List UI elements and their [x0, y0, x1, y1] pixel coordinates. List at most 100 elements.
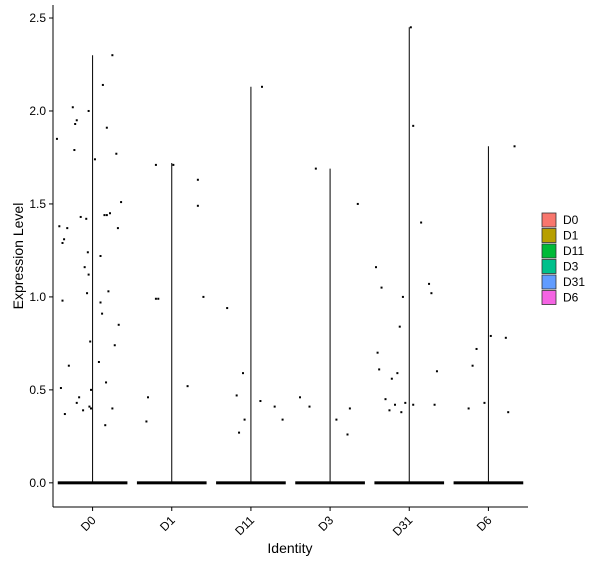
data-point — [61, 241, 64, 244]
data-point — [388, 409, 391, 412]
data-point — [97, 360, 100, 363]
legend-label: D3 — [563, 260, 579, 274]
data-point — [86, 251, 89, 254]
data-point — [384, 398, 387, 401]
data-point — [430, 292, 433, 295]
data-point — [107, 290, 110, 293]
data-point — [86, 292, 89, 295]
data-point — [299, 396, 301, 399]
data-point — [196, 178, 199, 181]
y-ticks: 0.0 0.5 1.0 1.5 2.0 2.5 — [29, 11, 53, 490]
legend-label: D31 — [563, 275, 585, 289]
zero-band — [216, 481, 286, 485]
data-point — [83, 266, 86, 269]
y-tick-label: 1.0 — [29, 290, 46, 304]
data-point — [314, 167, 317, 170]
data-point — [380, 286, 383, 289]
violin-group-d1 — [136, 163, 207, 485]
legend-label: D11 — [563, 244, 584, 258]
y-tick-label: 0.0 — [29, 476, 46, 490]
data-point — [235, 394, 238, 397]
x-tick-label: D6 — [474, 513, 495, 534]
zero-band — [453, 481, 524, 485]
violin-group-d31 — [374, 26, 445, 485]
data-point — [67, 364, 70, 367]
data-point — [61, 299, 64, 302]
y-tick-label: 2.5 — [29, 11, 46, 25]
data-point — [105, 126, 108, 129]
data-point — [74, 122, 77, 125]
data-point — [154, 163, 157, 166]
legend-label: D1 — [563, 229, 579, 243]
data-point — [435, 370, 438, 373]
data-point — [59, 387, 62, 390]
data-point — [99, 301, 102, 304]
data-point — [157, 297, 160, 300]
data-point — [154, 297, 157, 300]
data-point — [394, 403, 396, 406]
data-point — [243, 418, 246, 421]
data-point — [99, 255, 102, 257]
data-point — [105, 214, 108, 217]
data-point — [87, 109, 90, 112]
data-point — [281, 418, 284, 421]
legend-swatch — [541, 259, 557, 274]
x-tick-label: D1 — [157, 513, 178, 534]
data-point — [513, 145, 516, 148]
data-point — [504, 336, 507, 339]
data-point — [90, 388, 92, 391]
data-point — [433, 403, 436, 406]
legend-item: D0 — [541, 212, 579, 228]
data-point — [226, 307, 229, 310]
violin-group-d3 — [295, 167, 365, 485]
data-point — [145, 420, 148, 423]
data-point — [87, 273, 90, 276]
data-point — [79, 215, 82, 218]
x-tick-label: D31 — [390, 513, 416, 539]
legend-swatch — [541, 212, 557, 228]
zero-band — [136, 481, 207, 485]
data-point — [109, 212, 111, 215]
data-point — [63, 413, 66, 416]
data-point — [483, 401, 486, 404]
axes — [52, 5, 528, 508]
legend-swatch — [541, 274, 557, 290]
data-point — [471, 364, 474, 367]
legend-item: D31 — [541, 274, 585, 290]
y-tick-label: 1.5 — [29, 197, 46, 211]
data-point — [308, 405, 311, 408]
legend-item: D1 — [541, 228, 579, 243]
data-point — [404, 401, 407, 404]
data-point — [111, 407, 114, 410]
data-point — [89, 340, 92, 343]
data-point — [66, 227, 69, 230]
data-point — [238, 431, 241, 434]
legend-label: D6 — [563, 291, 579, 305]
data-point — [489, 334, 492, 337]
x-tick-label: D3 — [315, 513, 336, 534]
data-point — [409, 26, 412, 29]
data-point — [335, 418, 338, 421]
x-ticks: D0 D1 D11 D3 D31 D6 — [78, 507, 495, 539]
data-point — [101, 83, 104, 86]
data-point — [75, 119, 78, 122]
data-point — [378, 368, 381, 371]
data-point — [346, 433, 349, 436]
legend-swatch — [541, 290, 557, 305]
data-point — [71, 106, 74, 109]
data-point — [420, 221, 423, 224]
data-point — [412, 124, 415, 127]
legend-item: D11 — [541, 243, 584, 259]
data-point — [390, 377, 393, 380]
data-point — [401, 295, 404, 298]
data-point — [376, 351, 379, 354]
data-point — [55, 137, 58, 140]
violin-group-d0 — [55, 54, 128, 485]
data-point — [242, 372, 244, 375]
data-point — [78, 396, 81, 399]
data-point — [104, 424, 107, 427]
data-point — [58, 225, 61, 228]
data-point — [172, 163, 175, 166]
data-point — [88, 405, 91, 408]
